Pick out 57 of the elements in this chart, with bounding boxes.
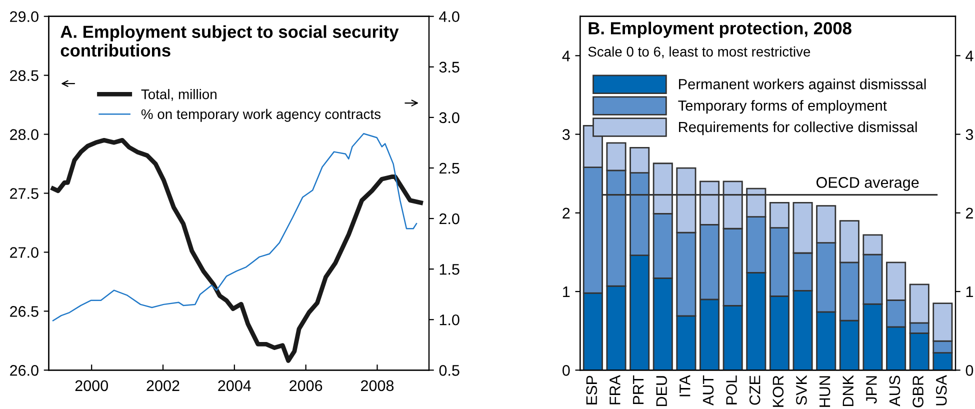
y2-tick-label: 0.5 [439, 365, 460, 376]
y-tick-label: 1 [563, 286, 570, 298]
x-tick-label: FRA [610, 375, 620, 404]
legend-label: Requirements for collective dismissal [679, 121, 917, 136]
line-series [50, 138, 424, 363]
x-tick-label: PRT [633, 375, 644, 404]
chart-title: B. Employment protection, 2008 [588, 22, 852, 38]
x-tick-label: 2008 [361, 380, 394, 392]
x-tick-label: 2002 [146, 380, 180, 392]
y2-tick-label: 3.0 [439, 112, 460, 124]
y2-tick-label: 4.0 [439, 11, 460, 22]
y-tick-label: 28.0 [10, 129, 38, 140]
x-tick-label: CZE [749, 376, 760, 405]
legend-label: Temporary forms of employment [678, 100, 887, 114]
y2-tick-label: 4 [966, 50, 974, 62]
y-tick-label: 3 [562, 129, 570, 140]
y-tick-label: 27.0 [10, 247, 38, 258]
text: A. Employment subject to social security contributions [60, 25, 399, 57]
x-tick-label: DEU [656, 376, 667, 406]
y2-tick-label: 0 [966, 365, 974, 376]
legend-label: Total, million [141, 89, 216, 101]
y-tick-label: 29.0 [10, 11, 38, 22]
x-tick-label: AUS [889, 376, 900, 406]
ref-line-label: OECD average [816, 177, 919, 191]
x-tick-label: SVK [796, 375, 807, 405]
x-tick-label: USA [936, 375, 947, 406]
y-tick-label: 26.0 [10, 365, 38, 376]
x-tick-label: AUT [702, 375, 714, 406]
y-tick-label: 2 [562, 208, 570, 218]
x-tick-label: GBR [912, 376, 924, 408]
legend-label: Permanent workers against dismisssal [679, 78, 926, 92]
y2-tick-label: 2.5 [439, 162, 460, 174]
y2-tick-label: 1.0 [440, 314, 460, 326]
y2-tick-label: 2 [966, 208, 973, 218]
y2-tick-label: 2.0 [439, 213, 460, 224]
y2-tick-label: 1 [966, 286, 973, 298]
y2-tick-label: 3 [966, 129, 974, 140]
text: Scale 0 to 6, least to most restrictive [588, 46, 810, 58]
y-tick-label: 28.5 [10, 70, 38, 82]
legend-label: % on temporary work agency contracts [141, 108, 381, 122]
line-series [52, 132, 418, 322]
x-tick-label: ITA [680, 375, 690, 396]
x-tick-label: JPN [866, 376, 877, 404]
x-tick-label: HUN [820, 376, 830, 407]
x-tick-label: KOR [772, 376, 784, 407]
y-tick-label: 0 [562, 365, 570, 376]
y2-tick-label: 3.5 [439, 62, 460, 73]
x-tick-label: 2006 [290, 380, 322, 392]
x-tick-label: 2000 [75, 380, 108, 392]
x-tick-label: 2004 [218, 380, 251, 392]
y-tick-label: 4 [562, 50, 570, 62]
x-tick-label: DNK [842, 375, 854, 406]
y-tick-label: 27.5 [10, 188, 38, 199]
x-tick-label: POL [726, 376, 737, 404]
y2-tick-label: 1.5 [440, 264, 460, 275]
y-tick-label: 26.5 [10, 306, 38, 317]
x-tick-label: ESP [586, 376, 598, 404]
